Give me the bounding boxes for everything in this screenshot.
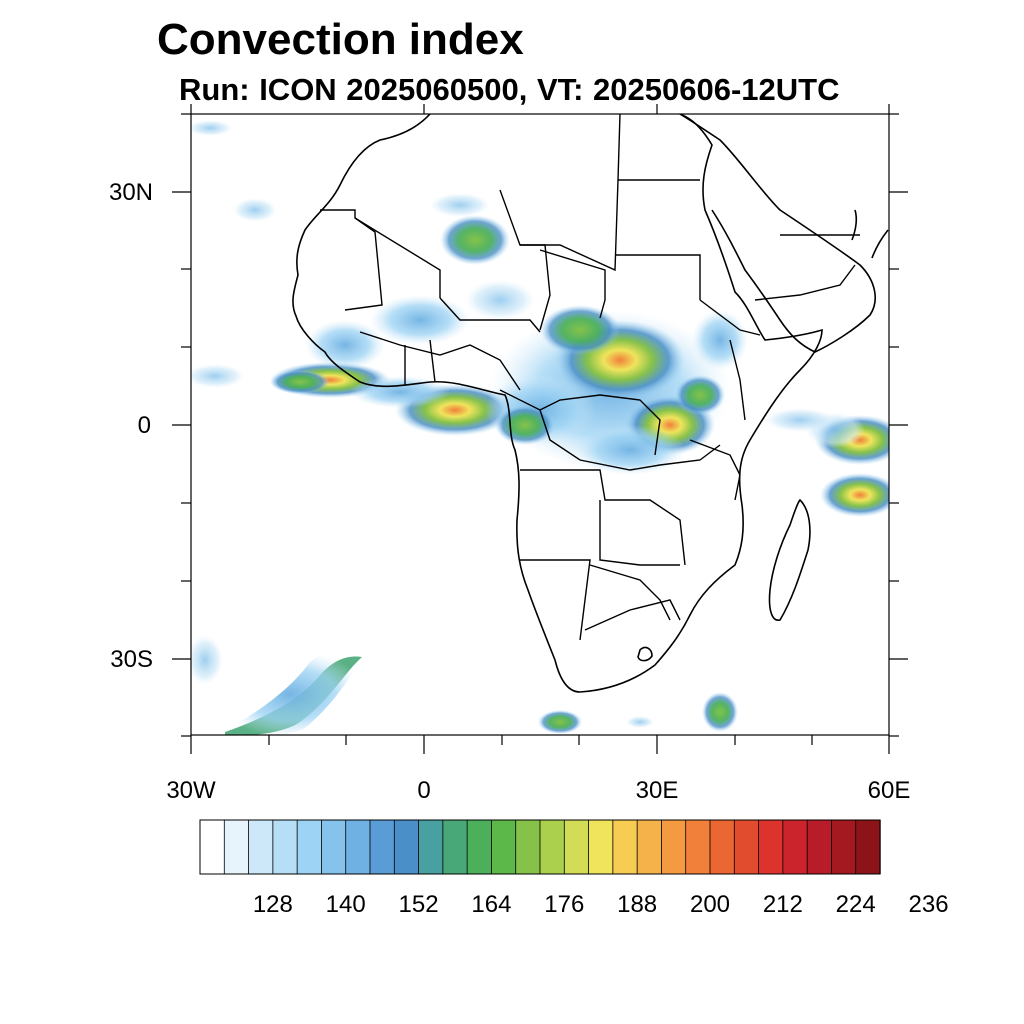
colorbar-label: 212 — [763, 891, 803, 918]
coastlines — [292, 114, 889, 693]
colorbar-label: 140 — [326, 891, 366, 918]
colorbar-frame — [199, 819, 881, 875]
colorbar-label: 152 — [399, 891, 439, 918]
colorbar-swatch — [369, 819, 395, 875]
colorbar-swatch — [661, 819, 687, 875]
lat-label-0: 0 — [138, 412, 151, 439]
colorbar-swatch — [296, 819, 323, 875]
lon-label-60e: 60E — [868, 777, 911, 804]
lon-label-0: 0 — [417, 777, 430, 804]
colorbar-swatch — [806, 819, 833, 875]
colorbar: 128 140 152 164 176 188 200 212 224 236 — [199, 819, 949, 918]
colorbar-swatch — [685, 819, 711, 875]
colorbar-swatch — [442, 819, 468, 875]
colorbar-swatch — [199, 819, 225, 875]
lat-label-30n: 30N — [109, 179, 153, 206]
country-borders — [320, 114, 860, 641]
colorbar-swatch — [855, 819, 881, 875]
colorbar-swatch — [563, 819, 590, 875]
colorbar-swatch — [491, 819, 517, 875]
colorbar-label: 176 — [544, 891, 584, 918]
colorbar-swatch — [345, 819, 371, 875]
lon-label-30e: 30E — [636, 777, 679, 804]
colorbar-swatch — [393, 819, 420, 875]
colorbar-label: 188 — [617, 891, 657, 918]
colorbar-swatch — [321, 819, 347, 875]
axis-ticks — [172, 104, 908, 754]
lon-label-30w: 30W — [166, 777, 216, 804]
colorbar-label: 224 — [836, 891, 876, 918]
colorbar-swatch — [758, 819, 784, 875]
colorbar-label: 128 — [253, 891, 293, 918]
colorbar-swatch — [782, 819, 808, 875]
page-subtitle: Run: ICON 2025060500, VT: 20250606-12UTC — [179, 72, 840, 107]
colorbar-swatch — [418, 819, 444, 875]
colorbar-swatch — [272, 819, 298, 875]
colorbar-swatch — [588, 819, 614, 875]
colorbar-swatch — [636, 819, 663, 875]
colorbar-swatch — [612, 819, 638, 875]
colorbar-swatch — [223, 819, 250, 875]
colorbar-label: 200 — [690, 891, 730, 918]
colorbar-swatch — [466, 819, 493, 875]
page-title: Convection index — [157, 15, 524, 64]
colorbar-label: 236 — [909, 891, 949, 918]
colorbar-swatch — [831, 819, 857, 875]
colorbar-swatch — [539, 819, 565, 875]
colorbar-swatch — [515, 819, 541, 875]
colorbar-swatch — [248, 819, 274, 875]
colorbar-swatch — [709, 819, 735, 875]
lat-label-30s: 30S — [110, 646, 153, 673]
colorbar-swatch — [733, 819, 760, 875]
colorbar-label: 164 — [471, 891, 511, 918]
convection-field — [191, 120, 889, 735]
